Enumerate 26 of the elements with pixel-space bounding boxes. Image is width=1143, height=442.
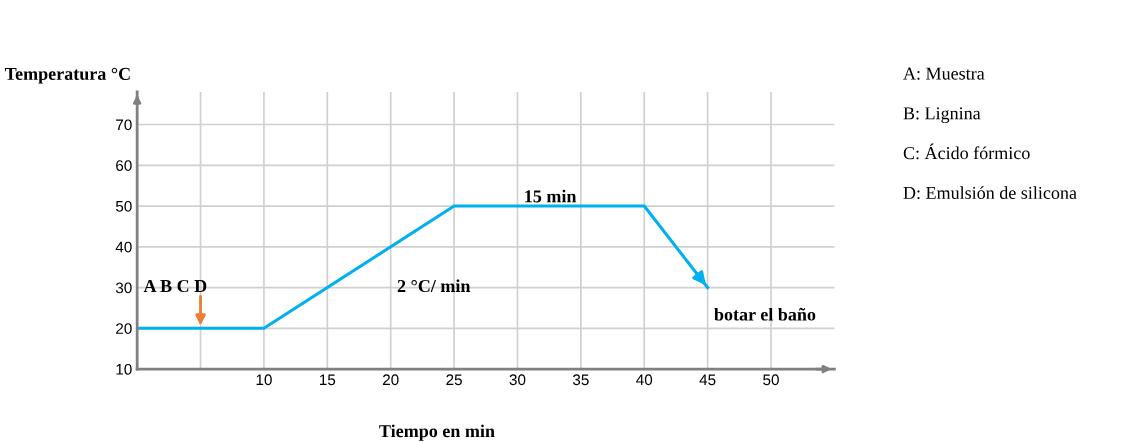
x-tick-label: 10 (256, 374, 272, 386)
text: B: Lignina (903, 107, 981, 124)
x-tick-label: 45 (699, 374, 716, 386)
x-tick-label: 35 (572, 374, 589, 386)
y-tick-label: 20 (116, 323, 132, 334)
x-axis-title: Tiempo en min (379, 424, 495, 441)
y-tick-label: 50 (115, 200, 132, 212)
x-tick-label: 20 (382, 374, 399, 386)
y-axis-title: Temperatura °C (4, 67, 130, 84)
y-tick-label: 30 (115, 282, 132, 294)
x-tick-label: 40 (636, 374, 653, 386)
y-tick-label: 60 (116, 160, 132, 171)
annotation: 2 °C/ min (397, 279, 471, 293)
y-tick-label: 10 (116, 363, 132, 375)
text: D: Emulsión de silicona (903, 186, 1077, 200)
y-tick-label: 70 (116, 119, 132, 131)
x-tick-label: 15 (319, 374, 336, 386)
text: C: Ácido fórmico (903, 143, 1030, 160)
x-tick-label: 25 (446, 374, 462, 386)
x-tick-label: 50 (763, 374, 779, 386)
annotation: botar el baño (714, 307, 816, 321)
annotation: 15 min (525, 189, 577, 203)
annotation: A B C D (143, 279, 207, 293)
text: A: Muestra (903, 67, 985, 80)
y-tick-label: 40 (115, 241, 132, 253)
x-tick-label: 30 (509, 374, 526, 386)
